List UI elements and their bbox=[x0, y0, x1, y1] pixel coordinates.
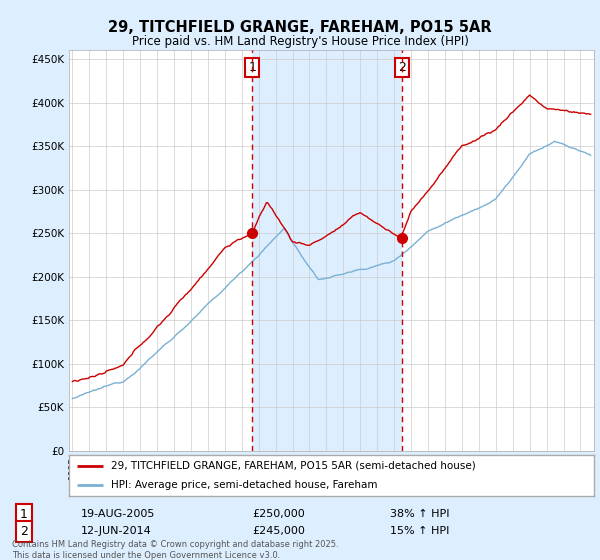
Text: HPI: Average price, semi-detached house, Fareham: HPI: Average price, semi-detached house,… bbox=[111, 479, 377, 489]
Text: 1: 1 bbox=[248, 61, 256, 74]
Text: 29, TITCHFIELD GRANGE, FAREHAM, PO15 5AR (semi-detached house): 29, TITCHFIELD GRANGE, FAREHAM, PO15 5AR… bbox=[111, 461, 476, 471]
Text: 12-JUN-2014: 12-JUN-2014 bbox=[81, 526, 152, 536]
Text: 2: 2 bbox=[398, 61, 406, 74]
Bar bbox=[253, 50, 401, 451]
Text: £245,000: £245,000 bbox=[252, 526, 305, 536]
Text: £250,000: £250,000 bbox=[252, 509, 305, 519]
Text: Price paid vs. HM Land Registry's House Price Index (HPI): Price paid vs. HM Land Registry's House … bbox=[131, 35, 469, 48]
Text: 2: 2 bbox=[20, 525, 28, 538]
Text: Contains HM Land Registry data © Crown copyright and database right 2025.
This d: Contains HM Land Registry data © Crown c… bbox=[12, 540, 338, 559]
Text: 38% ↑ HPI: 38% ↑ HPI bbox=[390, 509, 449, 519]
Text: 19-AUG-2005: 19-AUG-2005 bbox=[81, 509, 155, 519]
Text: 1: 1 bbox=[20, 507, 28, 521]
Text: 15% ↑ HPI: 15% ↑ HPI bbox=[390, 526, 449, 536]
Text: 29, TITCHFIELD GRANGE, FAREHAM, PO15 5AR: 29, TITCHFIELD GRANGE, FAREHAM, PO15 5AR bbox=[108, 20, 492, 35]
